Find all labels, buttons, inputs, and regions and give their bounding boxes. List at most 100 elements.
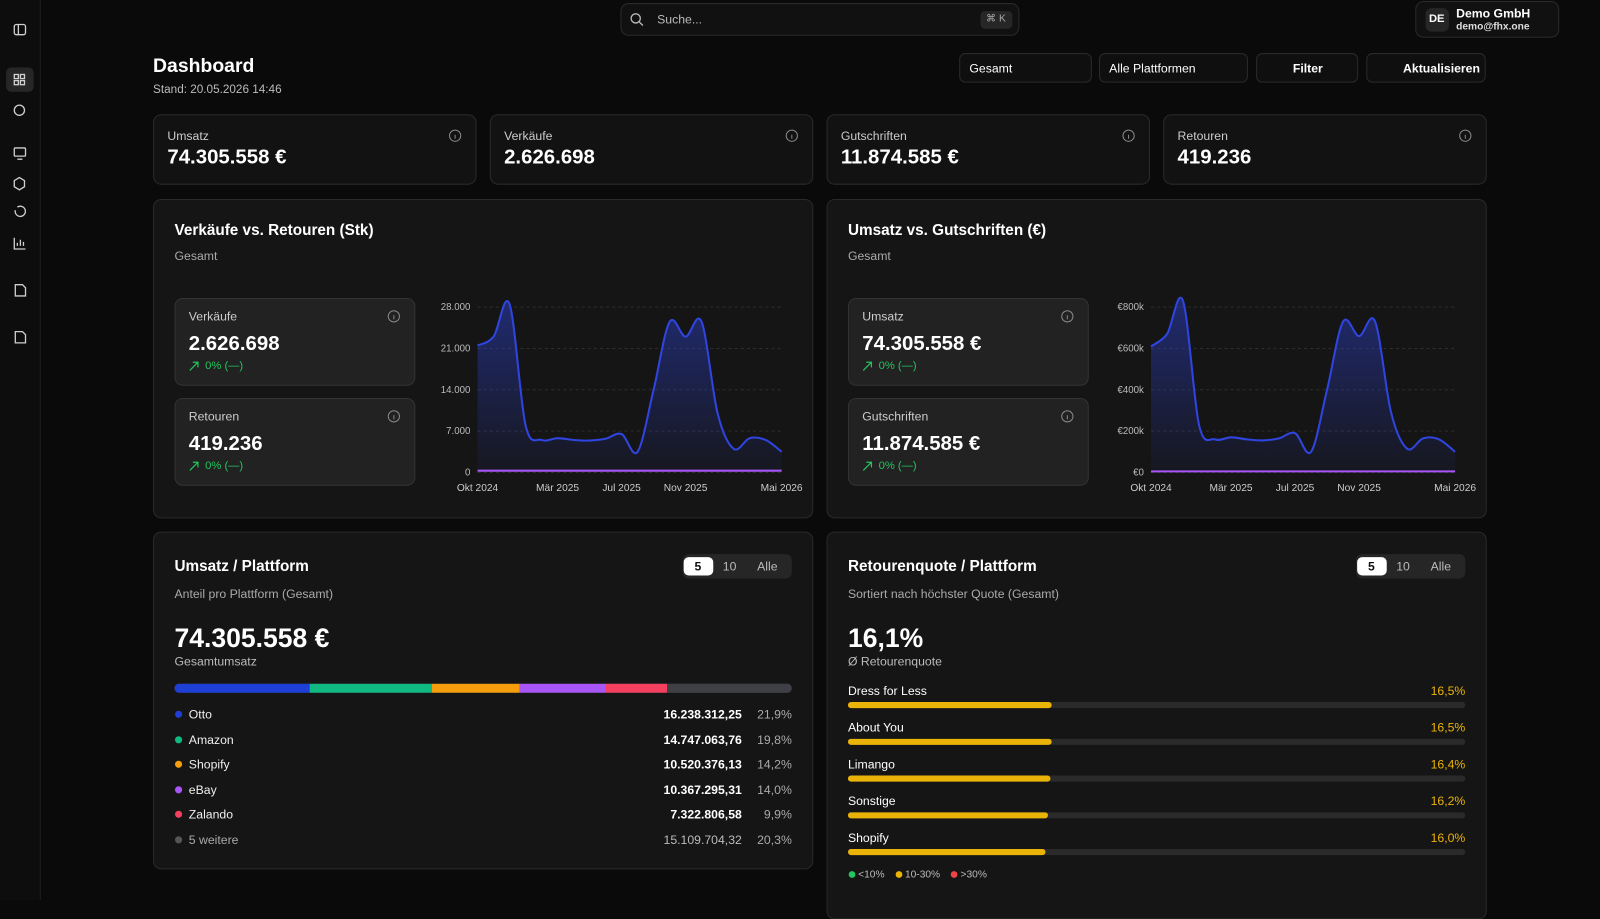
info-icon: [387, 310, 400, 323]
page: Suche... ⌘ K DE Demo GmbH demo@fhx.one Dashbo…: [6, 0, 1560, 919]
info-icon: [785, 129, 798, 142]
stat-label: Umsatz: [862, 309, 904, 324]
legend-share: 14,2%: [757, 757, 792, 772]
share-bar: [174, 683, 792, 693]
shortcut-key: [980, 11, 1013, 29]
period-select[interactable]: [959, 53, 1092, 83]
legend-name: 5 weitere: [188, 832, 239, 847]
bar-row: [847, 775, 1466, 782]
bar-segment: [519, 683, 607, 693]
info-circle: [387, 410, 400, 423]
kpi-label: Verkäufe: [504, 128, 553, 143]
search-box[interactable]: [620, 3, 1020, 36]
refresh-button-label: Aktualisieren: [1403, 61, 1480, 76]
x-tick-label: Mai 2026: [1434, 483, 1476, 494]
x-tick-label: Nov 2025: [664, 483, 708, 494]
kpi-card: [153, 114, 477, 185]
x-tick-label: Okt 2024: [1130, 483, 1172, 494]
x-tick-label: Mär 2025: [1210, 483, 1253, 494]
legend-label: 10-30%: [904, 869, 941, 881]
stat-value: 419.236: [188, 432, 263, 456]
bar-segment: [174, 683, 310, 693]
app: Suche... ⌘ K DE Demo GmbH demo@fhx.one Dashbo…: [6, 0, 1560, 919]
legend-name: Shopify: [188, 757, 230, 772]
kpi-card: [826, 114, 1150, 185]
bar-value: 16,0%: [1430, 830, 1466, 845]
info-icon: [448, 129, 462, 142]
bar: [847, 702, 1052, 709]
arrow: [189, 461, 199, 471]
stat-card: [847, 397, 1089, 486]
toggle-active[interactable]: [683, 557, 714, 576]
info-icon: [387, 410, 400, 423]
page-size-option: 10: [722, 559, 737, 574]
bar-row: [847, 848, 1466, 856]
filter-button[interactable]: [1256, 53, 1359, 83]
stat-change: 0% (—): [205, 459, 244, 472]
legend-share: 21,9%: [757, 707, 792, 722]
legend-name: Otto: [188, 707, 212, 722]
platform-select-label: Alle Plattformen: [1109, 61, 1196, 76]
user-box[interactable]: [1415, 1, 1560, 38]
stat-value: 11.874.585 €: [862, 432, 981, 456]
avatar: [1425, 8, 1449, 32]
bar-label: About You: [847, 720, 904, 735]
bar-row: [847, 738, 1466, 745]
sidebar-icons: [6, 23, 34, 344]
kpi-card: [1163, 114, 1487, 185]
search-placeholder: Suche...: [657, 12, 703, 27]
legend-share: 19,8%: [757, 732, 792, 747]
total-label: Ø Retourenquote: [847, 654, 942, 669]
platform-select[interactable]: [1098, 53, 1248, 83]
stat-change: 0% (—): [205, 359, 244, 372]
chart-title: Retourenquote / Plattform: [847, 557, 1037, 575]
legend-dot: [951, 871, 958, 878]
kpi-value: 419.236: [1177, 145, 1252, 169]
dot: [174, 735, 183, 743]
trend-icon: [189, 361, 199, 371]
dot: [895, 871, 903, 878]
stat-value: 74.305.558 €: [862, 332, 982, 356]
legend-share: 20,3%: [757, 832, 792, 847]
y-tick-label: €800k: [1117, 302, 1144, 313]
line: [1150, 296, 1456, 455]
user-initials: DE: [1428, 12, 1445, 25]
page-size-option: Alle: [1430, 559, 1452, 574]
dot: [174, 810, 183, 818]
arrow: [189, 361, 199, 371]
total-value: 16,1%: [847, 622, 924, 654]
arrow: [862, 361, 873, 371]
chart-panel: [153, 531, 814, 870]
stat-label: Retouren: [188, 409, 240, 424]
x-tick-label: Jul 2025: [1276, 483, 1315, 494]
bar: [847, 848, 1046, 856]
legend-amount: 10.367.295,31: [663, 782, 742, 797]
refresh-button[interactable]: [1366, 53, 1486, 83]
legend-share: 14,0%: [757, 782, 792, 797]
stat-card: [174, 397, 416, 486]
kpi-label: Umsatz: [167, 128, 209, 143]
dot: [848, 871, 856, 878]
user-email: demo@fhx.one: [1456, 21, 1530, 33]
toggle-active[interactable]: [1357, 557, 1387, 576]
legend-label: <10%: [858, 869, 885, 881]
x-tick-label: Nov 2025: [1337, 483, 1381, 494]
bar-row: [847, 702, 1466, 709]
bar-label: Limango: [847, 757, 895, 772]
area-chart: €0 €200k €400k €600k €800k Okt 2024 Mär 2025 Ju…: [1117, 296, 1476, 494]
bar-segment: [667, 683, 792, 693]
dot: [174, 710, 183, 718]
kpi-label: Retouren: [1177, 128, 1228, 143]
info-icon: [1061, 410, 1074, 423]
x-tick-label: Okt 2024: [457, 483, 499, 494]
chart-subtitle: Gesamt: [174, 248, 218, 264]
legend-amount: 15.109.704,32: [663, 832, 742, 847]
bar-segment: [309, 683, 432, 693]
info-circle: [1061, 410, 1074, 423]
bar: [847, 812, 1048, 819]
total-label: Gesamtumsatz: [174, 654, 257, 669]
bar: [847, 738, 1052, 745]
bar-label: Dress for Less: [847, 683, 927, 698]
legend-dot: [848, 871, 856, 878]
kpi-value: 74.305.558 €: [167, 145, 287, 169]
